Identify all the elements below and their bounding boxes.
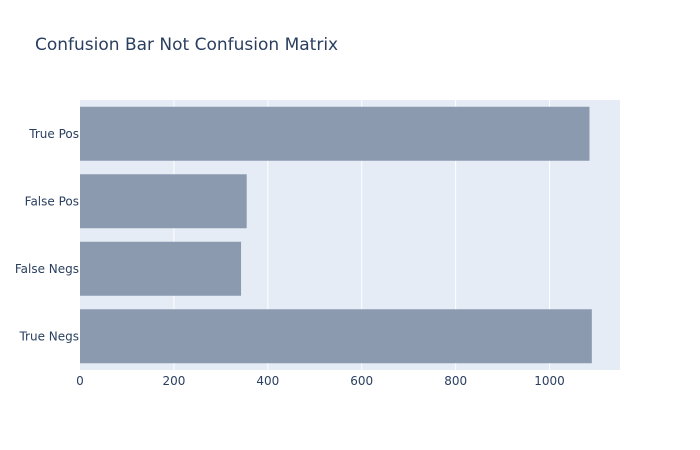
x-tick-label: 200 [162,374,185,388]
x-tick-label: 600 [350,374,373,388]
x-tick-labels: 0 200 400 600 800 1000 [76,374,565,388]
y-tick-label: False Negs [15,262,79,276]
y-tick-label: False Pos [25,194,79,208]
x-tick-label: 800 [444,374,467,388]
bar-true-pos [80,106,590,161]
bars [80,106,592,364]
y-tick-label: True Negs [18,329,79,343]
bar-true-negs [80,309,592,364]
y-tick-label: True Pos [28,127,79,141]
bar-false-negs [80,241,242,296]
x-tick-label: 400 [256,374,279,388]
bar-false-pos [80,174,247,229]
y-tick-labels: True Pos False Pos False Negs True Negs [15,127,79,344]
x-tick-label: 1000 [534,374,565,388]
chart-title: Confusion Bar Not Confusion Matrix [35,35,338,55]
x-tick-label: 0 [76,374,84,388]
